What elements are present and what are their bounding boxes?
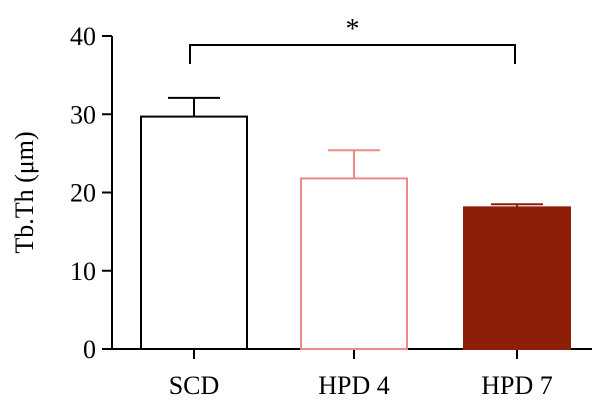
x-tick-label: HPD 7 — [481, 371, 553, 400]
y-tick-label: 10 — [70, 257, 96, 286]
bar-hpd-7 — [463, 206, 571, 350]
y-ticks: 0 10 20 30 40 — [70, 22, 112, 364]
error-bars — [168, 96, 543, 208]
significance-bracket: * — [189, 14, 516, 64]
bar-scd — [140, 115, 248, 350]
bar-hpd-4 — [300, 177, 408, 350]
significance-bracket-line — [189, 44, 516, 64]
y-tick-label: 30 — [70, 100, 96, 129]
bars — [140, 115, 571, 350]
x-ticks: SCD HPD 4 HPD 7 — [169, 349, 553, 400]
x-tick-label: SCD — [169, 371, 220, 400]
y-tick-label: 40 — [70, 22, 96, 51]
y-axis: 0 10 20 30 40 — [70, 22, 113, 364]
y-tick-label: 20 — [70, 179, 96, 208]
x-axis: SCD HPD 4 HPD 7 — [112, 348, 592, 400]
significance-label: * — [346, 14, 360, 45]
y-axis-title: Tb.Th (μm) — [10, 131, 39, 253]
y-tick-label: 0 — [83, 335, 96, 364]
x-tick-label: HPD 4 — [318, 371, 390, 400]
